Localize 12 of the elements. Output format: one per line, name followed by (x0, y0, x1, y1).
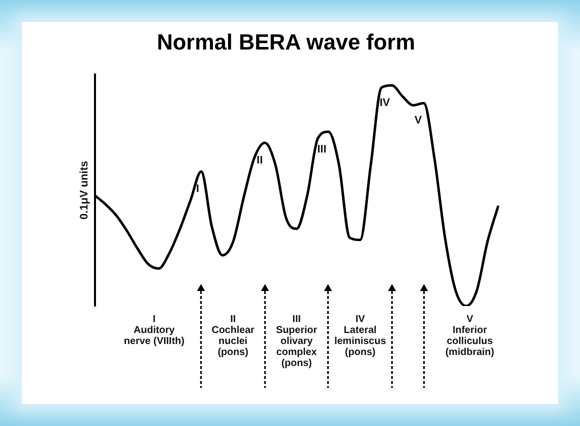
annotation: I (196, 182, 200, 195)
annotation: III (317, 143, 326, 156)
text: I Auditory nerve (VIIIth) (124, 314, 184, 347)
annotation: IV (380, 96, 391, 109)
chart-title: Normal BERA wave form (156, 29, 416, 54)
y-axis-title: 0.1μV units (78, 160, 91, 220)
text: II Cochlear nuclei (pons) (212, 314, 254, 358)
text: III Superior olivary complex (pons) (276, 314, 318, 369)
annotation: V (414, 114, 422, 127)
text: V Inferior colliculus (midbrain) (445, 314, 494, 358)
annotation: II (256, 154, 263, 166)
text: IV Lateral leminiscus (pons) (334, 314, 386, 358)
